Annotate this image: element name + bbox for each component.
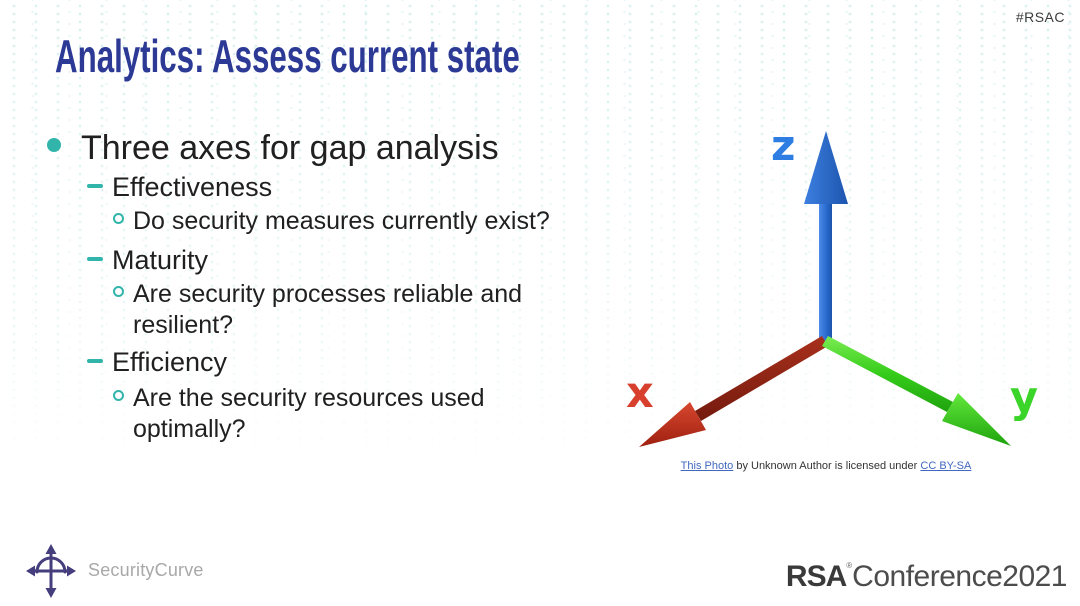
securitycurve-logo: SecurityCurve [24, 541, 204, 599]
list-item-efficiency: Efficiency [87, 346, 227, 378]
caption-link-license[interactable]: CC BY-SA [920, 460, 972, 472]
list-item-effectiveness-question: Do security measures currently exist? [113, 206, 550, 237]
rsac-hashtag: #RSAC [1015, 9, 1065, 25]
registered-mark-icon: ® [846, 561, 853, 570]
z-axis-label: z [771, 121, 795, 170]
securitycurve-icon [26, 544, 76, 598]
list-item-question: Are security processes reliable and resi… [133, 280, 523, 339]
list-item-question: Are the security resources used optimall… [133, 384, 485, 443]
securitycurve-brand-text: SecurityCurve [88, 559, 204, 580]
caption-link-this-photo[interactable]: This Photo [680, 460, 734, 472]
bullet-dash-icon [87, 359, 103, 363]
bullet-dash-icon [87, 257, 103, 261]
conference-year-text: Conference2021 [852, 560, 1067, 593]
list-item-maturity-question: Are security processes reliable and resi… [113, 279, 522, 341]
bullet-disc-icon [47, 138, 61, 152]
list-item-efficiency-question: Are the security resources used optimall… [113, 383, 485, 445]
xyz-axes-diagram: z x y This Photo by Unknown Author is li… [618, 112, 1038, 490]
bullet-circle-icon [113, 213, 124, 224]
list-item-question: Do security measures currently exist? [133, 207, 550, 235]
list-item-effectiveness: Effectiveness [87, 171, 272, 203]
list-item-gap-analysis: Three axes for gap analysis [47, 128, 499, 169]
bullet-dash-icon [87, 184, 103, 188]
x-axis-arrow [639, 336, 828, 447]
list-item-label: Effectiveness [112, 172, 273, 202]
list-item-label: Efficiency [112, 347, 228, 377]
slide-title: Analytics: Assess current state [55, 30, 520, 82]
y-axis-arrow [822, 336, 1011, 446]
z-axis-arrow [804, 131, 848, 343]
caption-middle-text: by Unknown Author is licensed under [733, 460, 921, 472]
image-attribution-caption: This Photo by Unknown Author is licensed… [618, 460, 1034, 472]
list-item-label: Maturity [112, 245, 209, 275]
x-axis-label: x [626, 368, 654, 418]
list-heading-text: Three axes for gap analysis [81, 129, 499, 167]
bullet-circle-icon [113, 390, 124, 401]
rsa-conference-logo: RSA®Conference2021 [785, 560, 1068, 593]
bullet-circle-icon [113, 286, 124, 297]
xyz-axes-svg: z x y [626, 121, 1038, 447]
rsa-logo-text: RSA [785, 560, 847, 593]
list-item-maturity: Maturity [87, 244, 208, 276]
y-axis-label: y [1010, 373, 1038, 423]
